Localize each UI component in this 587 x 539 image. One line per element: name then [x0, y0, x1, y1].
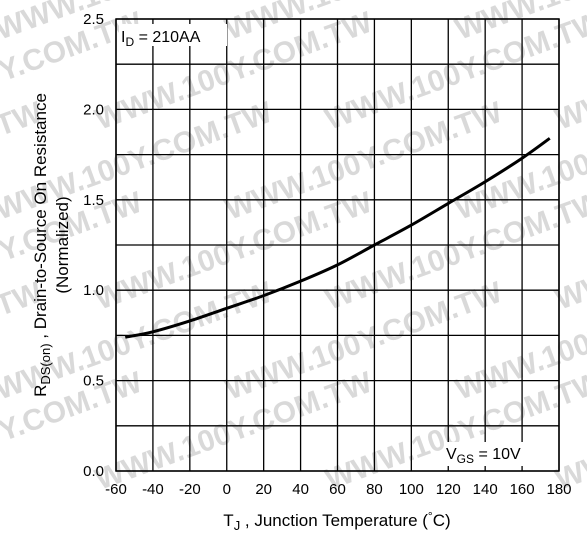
x-axis-label-main: T — [223, 511, 233, 530]
id-annotation: ID = 210AA — [121, 29, 201, 49]
x-tick-label: -60 — [105, 481, 127, 498]
x-axis-label-unit: C) — [433, 511, 451, 530]
x-tick-label: 140 — [473, 481, 498, 498]
vgs-annotation-sub: GS — [457, 452, 474, 466]
series-line — [124, 137, 551, 339]
id-annotation-bg — [119, 24, 227, 46]
id-annotation-sub: D — [125, 35, 134, 49]
x-tick-label: 120 — [436, 481, 461, 498]
x-tick-label: 180 — [546, 481, 571, 498]
y-tick-labels: 0.0 0.5 1.0 1.5 2.0 2.5 — [83, 11, 104, 480]
vgs-annotation-bg — [444, 442, 552, 466]
y-tick-label: 1.0 — [83, 282, 104, 299]
x-tick-label: 20 — [255, 481, 272, 498]
x-tick-label: 80 — [366, 481, 383, 498]
x-tick-labels: -60 -40 -20 0 20 40 60 80 100 120 140 160 180 — [105, 481, 571, 498]
y-axis-label-main: R — [31, 385, 50, 397]
x-tick-label: 0 — [223, 481, 231, 498]
vgs-annotation: VGS = 10V — [446, 446, 521, 466]
y-axis-label-line2: (Normalized) — [53, 196, 72, 293]
x-tick-label: -40 — [142, 481, 164, 498]
y-tick-label: 1.5 — [83, 192, 104, 209]
y-axis-label: RDS(on) , Drain-to-Source On Resistance — [31, 93, 53, 397]
x-axis-label: TJ , Junction Temperature (°C) — [223, 509, 450, 533]
x-axis-label-degree: ° — [428, 509, 433, 523]
y-tick-label: 0.5 — [83, 373, 104, 390]
y-tick-label: 2.0 — [83, 101, 104, 118]
y-tick-label: 2.5 — [83, 11, 104, 28]
y-axis-label-sub: DS(on) — [38, 343, 53, 384]
x-axis-label-rest: , Junction Temperature ( — [240, 511, 428, 530]
x-axis-label-sub: J — [234, 518, 241, 533]
vgs-annotation-main: V — [446, 446, 457, 463]
y-axis-label-rest: , Drain-to-Source On Resistance — [31, 93, 50, 343]
id-annotation-main: I — [121, 29, 125, 46]
x-tick-label: 60 — [329, 481, 346, 498]
plot-frame — [115, 18, 560, 472]
vgs-annotation-value: = 10V — [474, 446, 521, 463]
x-tick-label: 100 — [399, 481, 424, 498]
x-tick-label: 160 — [510, 481, 535, 498]
y-tick-label: 0.0 — [83, 463, 104, 480]
x-tick-label: 40 — [292, 481, 309, 498]
id-annotation-value: = 210AA — [134, 29, 201, 46]
x-tick-label: -20 — [179, 481, 201, 498]
